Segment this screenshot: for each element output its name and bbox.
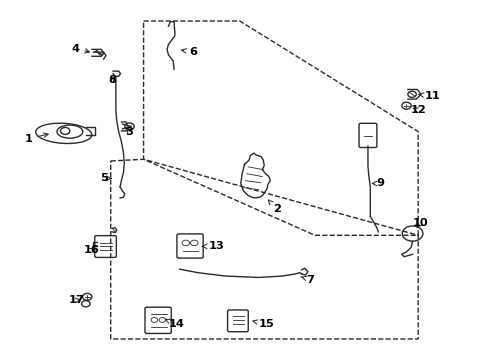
Text: 9: 9 <box>372 179 384 188</box>
Text: 4: 4 <box>71 44 89 54</box>
Text: 16: 16 <box>84 245 100 255</box>
Text: 2: 2 <box>268 200 281 214</box>
Text: 15: 15 <box>252 319 274 329</box>
Text: 6: 6 <box>182 47 197 57</box>
Text: 8: 8 <box>108 75 116 85</box>
Text: 17: 17 <box>68 295 84 305</box>
Text: 11: 11 <box>418 91 439 102</box>
Text: 3: 3 <box>125 127 133 136</box>
Text: 10: 10 <box>412 218 427 228</box>
Text: 5: 5 <box>100 173 111 183</box>
Text: 7: 7 <box>300 275 313 284</box>
Text: 1: 1 <box>24 133 48 144</box>
Text: 12: 12 <box>409 105 425 115</box>
Text: 13: 13 <box>202 241 224 251</box>
Text: 14: 14 <box>165 319 184 329</box>
